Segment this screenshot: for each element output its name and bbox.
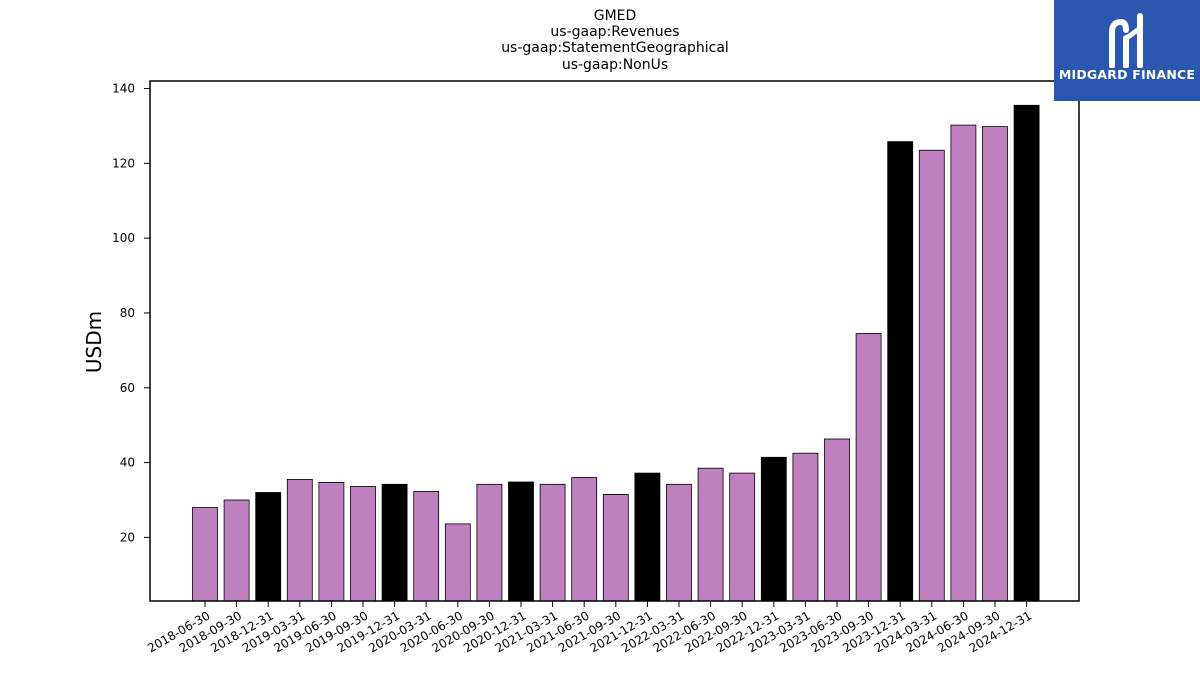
bar-2024-09-30 <box>982 126 1008 602</box>
bar-2020-12-31 <box>508 481 534 602</box>
y-tick-label: 120 <box>112 156 135 170</box>
bars <box>192 104 1040 602</box>
y-axis-ticks: 20 40 60 80 100 120 140 <box>112 81 150 544</box>
logo-mark-icon <box>1109 13 1143 68</box>
y-tick-label: 140 <box>112 81 135 95</box>
bar-2023-09-30 <box>855 333 882 602</box>
bar-2021-06-30 <box>571 477 598 602</box>
bar-2022-09-30 <box>729 472 756 602</box>
title-line-1: GMED <box>594 8 637 24</box>
bar-2021-09-30 <box>602 493 629 602</box>
x-axis-ticks: 2018-06-302018-09-302018-12-312019-03-31… <box>145 601 1034 655</box>
plot-frame <box>149 80 1080 602</box>
bar-2023-03-31 <box>792 452 819 602</box>
logo: MIDGARD FINANCE <box>1054 0 1200 101</box>
bar-2019-09-30 <box>350 486 376 602</box>
bar-2024-12-31 <box>1013 104 1040 602</box>
bar-2023-12-31 <box>887 141 914 602</box>
y-axis-label: USDm <box>82 311 106 373</box>
bar-2024-03-31 <box>918 149 945 602</box>
bar-2021-03-31 <box>539 483 566 602</box>
bar-2018-12-31 <box>255 492 282 602</box>
bar-2020-03-31 <box>413 490 440 602</box>
bar-2020-06-30 <box>444 523 471 602</box>
bar-2024-06-30 <box>950 124 977 602</box>
bar-2020-09-30 <box>476 483 503 602</box>
y-tick-label: 100 <box>112 231 135 245</box>
bar-2019-03-31 <box>286 478 313 602</box>
chart-title: GMED us-gaap:Revenues us-gaap:StatementG… <box>501 8 729 73</box>
bar-2023-06-30 <box>824 438 850 602</box>
bar-2018-09-30 <box>223 499 250 602</box>
y-tick-label: 80 <box>120 306 135 320</box>
y-tick-label: 60 <box>120 381 135 395</box>
bar-2022-12-31 <box>760 456 787 602</box>
bar-2019-06-30 <box>318 481 345 602</box>
title-line-2: us-gaap:Revenues <box>550 24 679 40</box>
bar-2022-06-30 <box>697 467 724 602</box>
logo-text: MIDGARD FINANCE <box>1058 67 1196 82</box>
y-tick-label: 40 <box>120 456 135 470</box>
bar-2021-12-31 <box>634 472 661 602</box>
bar-2018-06-30 <box>192 507 218 602</box>
title-line-3: us-gaap:StatementGeographical <box>501 40 729 56</box>
bar-2019-12-31 <box>381 483 408 602</box>
bar-2022-03-31 <box>666 483 692 602</box>
title-line-4: us-gaap:NonUs <box>562 57 668 73</box>
y-tick-label: 20 <box>120 530 135 544</box>
